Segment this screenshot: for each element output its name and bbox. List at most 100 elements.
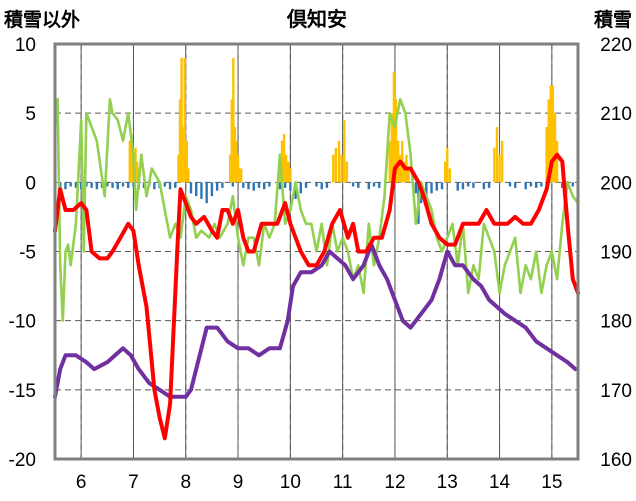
- negative-bar: [414, 182, 418, 194]
- negative-bar: [205, 182, 208, 204]
- snowfall-bar: [181, 127, 185, 183]
- negative-bar: [435, 182, 438, 191]
- snowfall-bar: [284, 154, 288, 183]
- snowfall-bar: [493, 147, 496, 183]
- snowfall-bar: [555, 140, 559, 183]
- snowfall-bar: [394, 99, 398, 183]
- negative-bar: [200, 182, 203, 199]
- negative-bar: [325, 182, 329, 188]
- x-tick-label: 12: [384, 472, 405, 493]
- y-right-tick-label: 180: [600, 312, 632, 333]
- x-tick-label: 6: [76, 472, 87, 493]
- negative-bar: [529, 182, 533, 187]
- negative-bar: [90, 182, 93, 188]
- snowfall-bars: [128, 57, 559, 183]
- y-left-tick-label: -10: [9, 312, 36, 333]
- snowfall-bar: [183, 57, 186, 183]
- snowfall-bar: [282, 133, 286, 183]
- negative-bar: [111, 182, 114, 188]
- negative-bar: [268, 182, 271, 187]
- negative-bar: [174, 182, 177, 188]
- y-right-tick-label: 190: [600, 243, 632, 264]
- snowfall-bar: [407, 168, 410, 183]
- tick-labels: 10 5 0 -5 -10 -15 -20 220 210 200 190 180 170 160 6 7 8 9…: [9, 35, 632, 493]
- y-right-tick-label: 200: [600, 173, 632, 194]
- snowfall-bar: [545, 127, 548, 183]
- y-right-label: 積雪: [594, 8, 632, 31]
- negative-bar: [189, 182, 193, 194]
- negative-bar: [472, 182, 475, 188]
- snowfall-bar: [398, 154, 402, 183]
- snowfall-bar: [238, 168, 241, 183]
- snowfall-bar: [230, 99, 233, 183]
- negative-bar: [278, 182, 282, 190]
- negative-bar: [95, 182, 99, 190]
- negative-bar: [69, 182, 72, 187]
- negative-bar: [461, 182, 465, 190]
- negative-bar: [482, 182, 486, 190]
- green-series-line: [53, 98, 580, 323]
- negative-bar: [64, 182, 67, 190]
- negative-bar: [294, 182, 297, 199]
- snowfall-bar: [180, 57, 183, 183]
- negative-bar: [367, 182, 370, 190]
- snowfall-bar: [185, 140, 188, 183]
- negative-bar: [153, 182, 156, 190]
- snowfall-bar: [446, 147, 449, 183]
- snowfall-bar: [345, 161, 349, 183]
- negative-bar: [257, 182, 261, 188]
- snowfall-bar: [334, 147, 338, 183]
- negative-bar: [106, 182, 109, 187]
- negative-bar: [425, 182, 428, 197]
- y-right-tick-label: 220: [600, 35, 632, 56]
- negative-bar: [252, 182, 255, 191]
- series-lines: [53, 98, 580, 441]
- y-left-tick-label: -5: [19, 243, 36, 264]
- negative-bar: [132, 182, 135, 187]
- x-tick-label: 9: [233, 472, 244, 493]
- snowfall-bar: [233, 127, 237, 183]
- y-left-tick-label: -20: [9, 450, 36, 471]
- snowfall-bar: [343, 120, 346, 183]
- snowfall-bar: [495, 127, 499, 183]
- y-left-tick-label: 5: [25, 104, 36, 125]
- y-right-tick-label: 160: [600, 450, 632, 471]
- negative-bar: [487, 182, 491, 188]
- snowfall-bar: [390, 113, 394, 183]
- snowfall-bar: [549, 85, 553, 183]
- negative-bar: [357, 182, 360, 188]
- snowfall-bar: [337, 140, 341, 183]
- snowfall-bar: [177, 154, 180, 183]
- snowfall-bar: [289, 168, 292, 183]
- negative-bar: [195, 182, 198, 197]
- negative-bar: [74, 182, 78, 188]
- x-tick-label: 8: [180, 472, 191, 493]
- negative-bar: [163, 182, 167, 187]
- x-tick-label: 7: [128, 472, 139, 493]
- x-tick-label: 15: [541, 472, 562, 493]
- negative-bar: [514, 182, 517, 188]
- snowfall-bar: [134, 147, 137, 183]
- negative-bar: [210, 182, 214, 197]
- snowfall-bar: [229, 154, 232, 183]
- negative-bar: [466, 182, 470, 187]
- negative-bar: [508, 182, 512, 187]
- negative-bar: [231, 182, 235, 187]
- snowfall-bar: [135, 161, 139, 183]
- negative-bar: [351, 182, 355, 187]
- negative-bar: [263, 182, 266, 190]
- negative-bar: [440, 182, 444, 190]
- snowfall-bar: [443, 161, 447, 183]
- x-tick-label: 13: [437, 472, 458, 493]
- snowfall-bar: [287, 161, 290, 183]
- snowfall-bar: [448, 168, 452, 183]
- negative-bar: [221, 182, 224, 188]
- negative-bar: [168, 182, 172, 190]
- snow-depth-line: [53, 242, 578, 399]
- negative-bar: [540, 182, 543, 187]
- negative-bar: [289, 182, 292, 191]
- snowfall-bar: [498, 154, 501, 183]
- y-left-tick-label: 0: [25, 173, 36, 194]
- negative-bar: [534, 182, 538, 188]
